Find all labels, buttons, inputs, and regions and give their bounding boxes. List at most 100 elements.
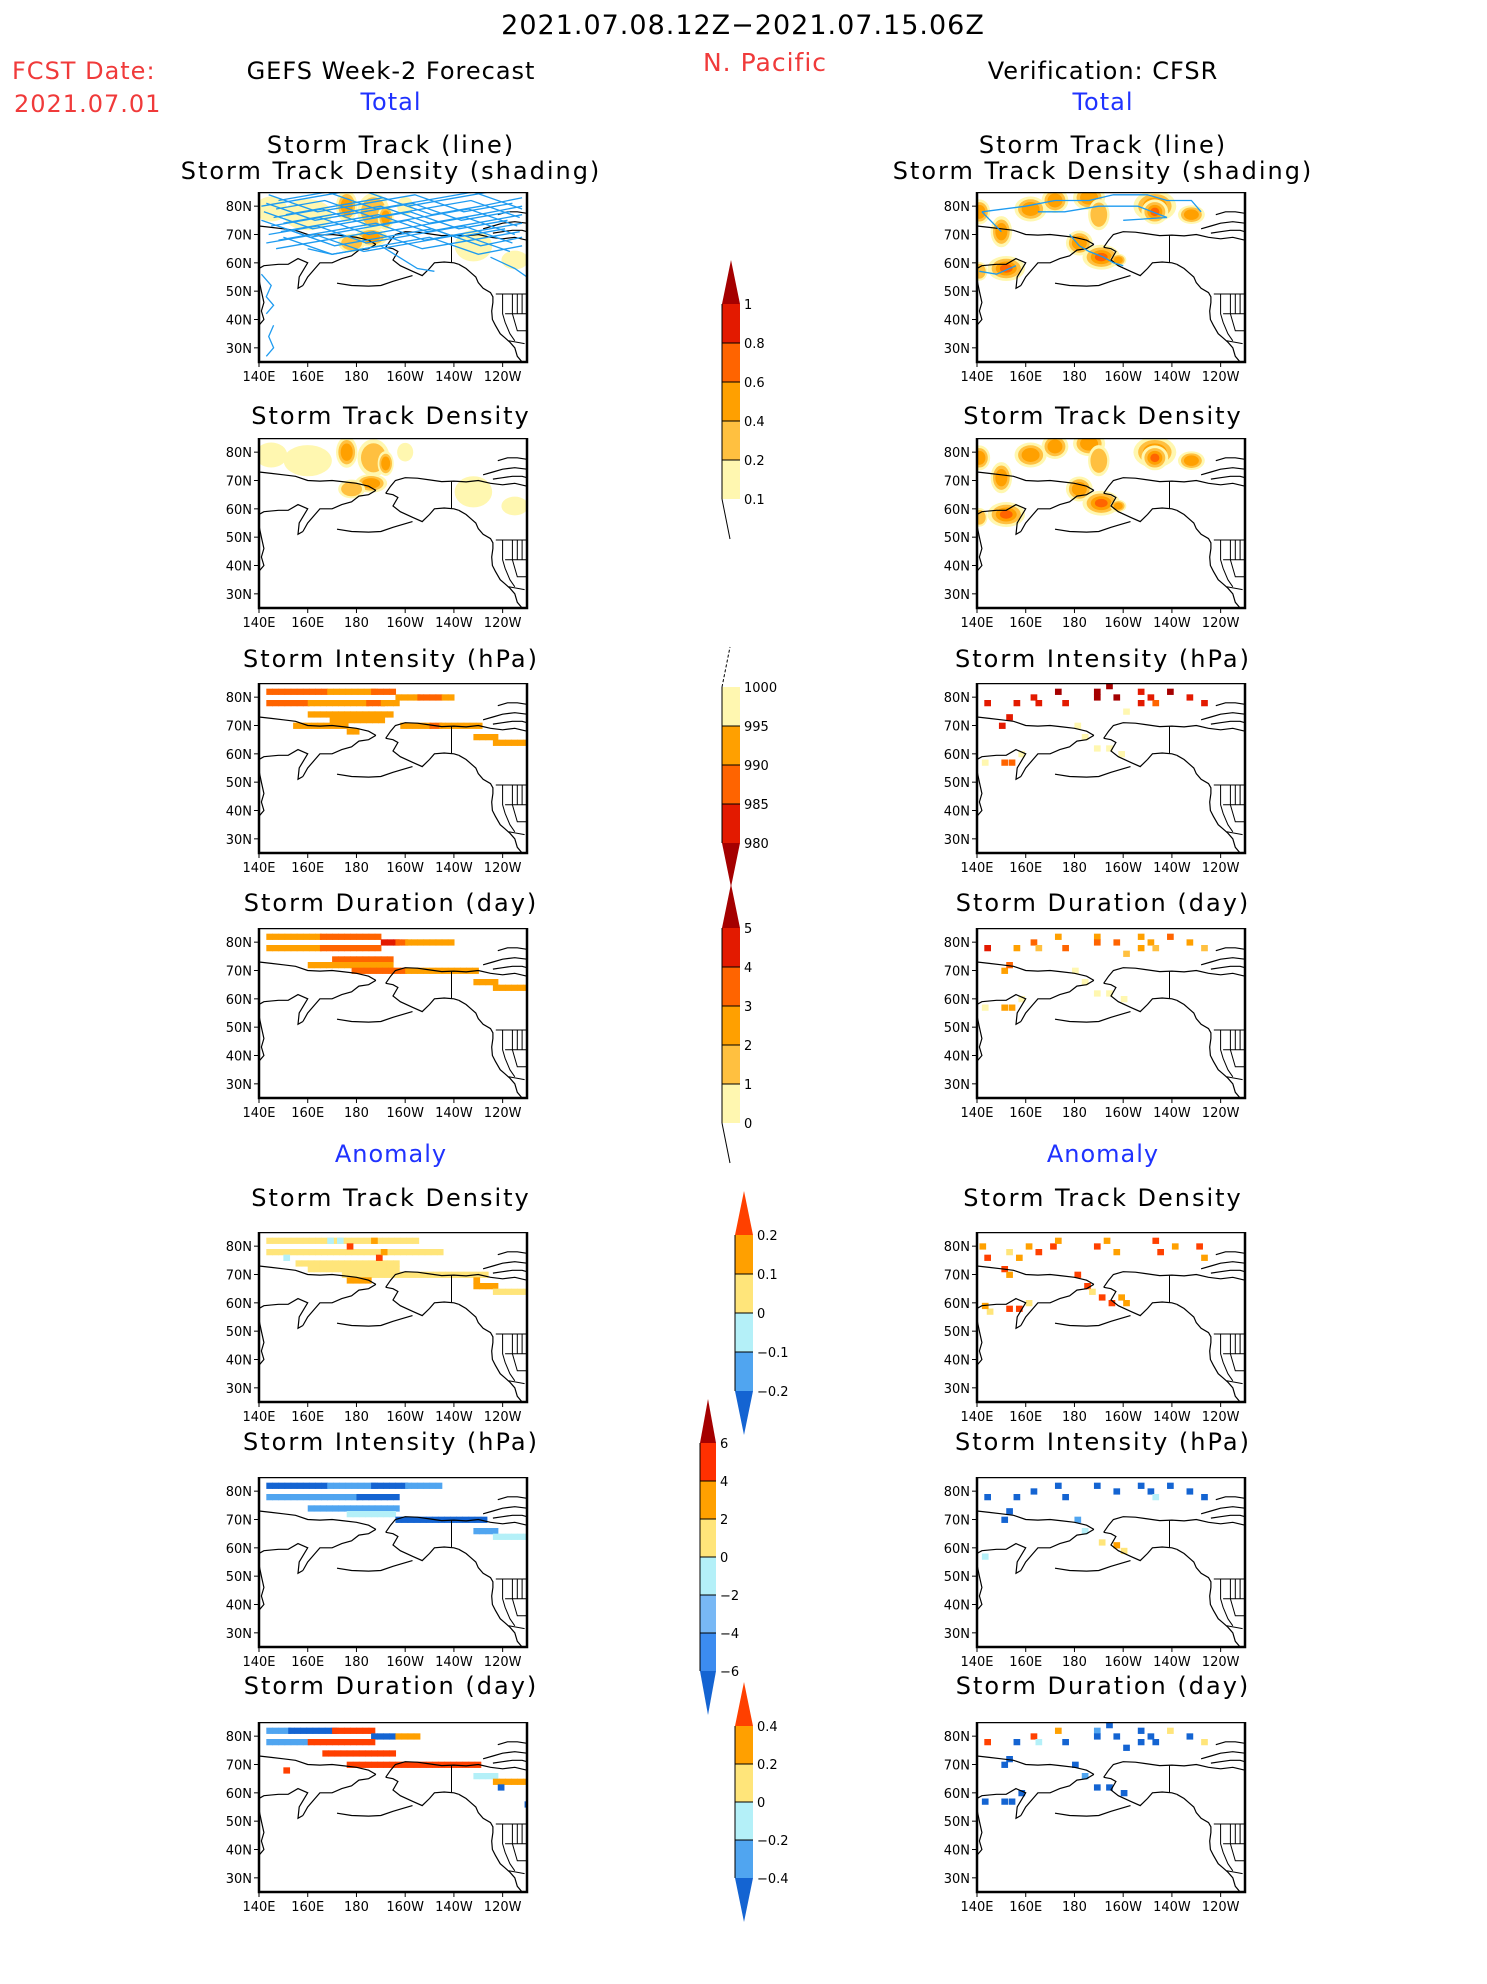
grid-cell bbox=[266, 945, 273, 952]
grid-cell bbox=[313, 962, 321, 969]
grid-cell bbox=[290, 688, 298, 695]
grid-cell bbox=[1106, 990, 1113, 997]
x-tick-label: 140E bbox=[960, 1106, 993, 1121]
storm-track-line bbox=[260, 273, 275, 315]
y-tick-label: 30N bbox=[226, 833, 252, 848]
y-tick-label: 50N bbox=[944, 531, 970, 546]
grid-cell bbox=[374, 1260, 382, 1267]
coastline bbox=[482, 1751, 527, 1760]
grid-cell bbox=[382, 967, 389, 974]
grid-cell bbox=[383, 1750, 390, 1757]
grid-cell bbox=[523, 739, 527, 746]
grid-cell bbox=[1089, 1288, 1096, 1295]
colorbar-extend-min bbox=[735, 1878, 753, 1922]
y-tick-label: 70N bbox=[944, 1759, 970, 1774]
y-tick-label: 70N bbox=[944, 1514, 970, 1529]
y-tick-label: 60N bbox=[944, 1297, 970, 1312]
grid-cell bbox=[380, 1494, 388, 1501]
coastline bbox=[336, 766, 413, 778]
x-tick-label: 140W bbox=[435, 616, 473, 631]
x-tick-label: 140W bbox=[435, 1900, 473, 1915]
y-tick-label: 70N bbox=[226, 1759, 252, 1774]
political-border bbox=[1229, 1030, 1245, 1068]
grid-cell bbox=[338, 956, 345, 963]
grid-cell bbox=[332, 1266, 339, 1273]
coastline bbox=[1020, 979, 1095, 1022]
grid-cell bbox=[374, 711, 382, 718]
grid-cell bbox=[326, 962, 333, 969]
coastline bbox=[977, 1265, 1095, 1285]
grid-cell bbox=[419, 1761, 427, 1768]
grid-cell bbox=[283, 1767, 291, 1774]
grid-cell bbox=[362, 945, 370, 952]
grid-cell bbox=[344, 711, 351, 718]
x-tick-label: 160W bbox=[1104, 616, 1142, 631]
coastline bbox=[497, 947, 527, 952]
grid-cell bbox=[356, 711, 364, 718]
x-tick-label: 160W bbox=[386, 1410, 424, 1425]
grid-cell bbox=[313, 700, 321, 707]
grid-cell bbox=[284, 1237, 292, 1244]
y-tick-label: 30N bbox=[226, 1627, 252, 1642]
grid-cell bbox=[380, 956, 388, 963]
grid-cell bbox=[362, 956, 370, 963]
y-tick-label: 70N bbox=[944, 229, 970, 244]
grid-cell bbox=[272, 1727, 280, 1734]
grid-cell bbox=[315, 1237, 322, 1244]
coastline bbox=[1200, 467, 1245, 476]
coastline bbox=[458, 263, 523, 362]
grid-cell bbox=[389, 688, 397, 695]
y-tick-label: 80N bbox=[226, 1240, 252, 1255]
grid-cell bbox=[1186, 694, 1194, 701]
political-border bbox=[1226, 831, 1243, 836]
grid-cell bbox=[1123, 708, 1130, 715]
x-tick-label: 160E bbox=[1009, 1655, 1042, 1670]
x-tick-label: 120W bbox=[1202, 1106, 1240, 1121]
grid-cell bbox=[356, 1260, 364, 1267]
grid-cell bbox=[389, 1750, 397, 1757]
right-anomaly-label: Anomaly bbox=[1046, 1140, 1160, 1168]
density-contour bbox=[341, 481, 363, 497]
grid-cell bbox=[1006, 1305, 1013, 1312]
x-tick-label: 180 bbox=[1062, 616, 1087, 631]
grid-cell bbox=[327, 1249, 334, 1256]
grid-cell bbox=[479, 979, 487, 986]
x-tick-label: 140E bbox=[960, 861, 993, 876]
grid-cell bbox=[356, 962, 364, 969]
grid-cell bbox=[505, 1778, 512, 1785]
grid-cell bbox=[290, 945, 298, 952]
coastline bbox=[1103, 246, 1177, 277]
x-tick-label: 140E bbox=[960, 370, 993, 385]
coastline bbox=[1200, 957, 1245, 966]
density-contour bbox=[259, 442, 288, 468]
colorbar-segment bbox=[722, 726, 740, 765]
colorbar-label: 2 bbox=[720, 1513, 728, 1528]
colorbar-label: 5 bbox=[744, 922, 752, 937]
y-tick-label: 70N bbox=[226, 1514, 252, 1529]
grid-cell bbox=[307, 1739, 315, 1746]
grid-cell bbox=[386, 700, 394, 707]
colorbar-extend-max bbox=[735, 1682, 753, 1726]
storm-track-line bbox=[307, 245, 435, 272]
coastline bbox=[458, 754, 523, 853]
grid-cell bbox=[356, 1739, 364, 1746]
grid-cell bbox=[326, 1260, 333, 1267]
coastline bbox=[259, 525, 265, 572]
coastline bbox=[302, 979, 377, 1022]
grid-cell bbox=[401, 694, 409, 701]
grid-cell bbox=[318, 1727, 326, 1734]
grid-cell bbox=[368, 1266, 376, 1273]
storm-track-line bbox=[271, 216, 516, 236]
colorbar-extend-max bbox=[735, 1191, 753, 1235]
grid-cell bbox=[402, 1271, 410, 1278]
grid-cell bbox=[1050, 1243, 1057, 1250]
grid-cell bbox=[344, 962, 351, 969]
grid-cell bbox=[1093, 1733, 1101, 1740]
grid-cell bbox=[344, 1505, 351, 1512]
left-anomaly-label: Anomaly bbox=[334, 1140, 448, 1168]
political-border bbox=[1220, 540, 1234, 588]
grid-cell bbox=[1025, 1300, 1033, 1307]
grid-cell bbox=[319, 1739, 327, 1746]
grid-cell bbox=[328, 1750, 336, 1757]
coastline bbox=[482, 712, 527, 721]
